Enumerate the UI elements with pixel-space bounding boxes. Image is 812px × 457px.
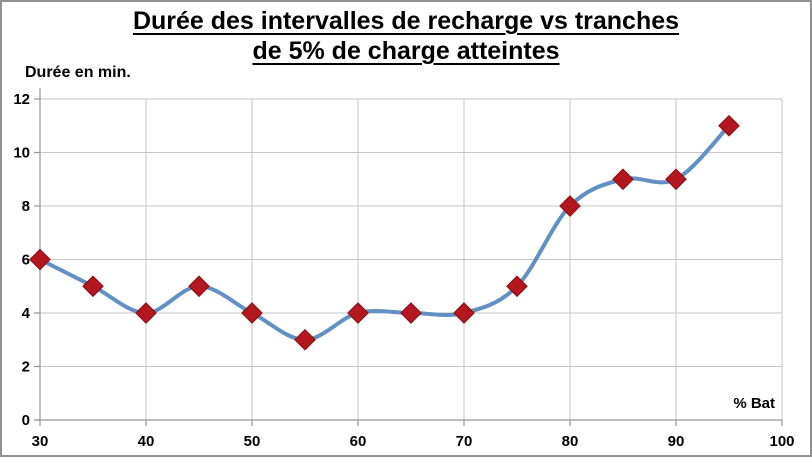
data-point-marker: [506, 275, 528, 298]
data-point-marker: [347, 302, 369, 324]
data-point-marker: [400, 302, 422, 324]
data-point-marker: [188, 275, 210, 298]
y-tick-label: 12: [13, 91, 30, 108]
data-point-marker: [29, 248, 51, 271]
y-tick-label: 4: [22, 305, 31, 322]
x-tick-label: 80: [562, 433, 579, 450]
data-point-marker: [82, 275, 104, 298]
y-tick-label: 6: [22, 252, 30, 269]
x-axis-label: % Bat: [733, 395, 775, 412]
x-tick-label: 60: [350, 433, 367, 450]
y-axis-label: Durée en min.: [25, 64, 131, 81]
chart-title: Durée des intervalles de recharge vs tra…: [2, 6, 810, 66]
data-point-marker: [241, 302, 263, 324]
data-point-marker: [612, 168, 634, 191]
y-tick-label: 10: [13, 145, 30, 162]
data-point-marker: [135, 302, 157, 324]
x-tick-label: 70: [456, 433, 473, 450]
y-tick-label: 8: [22, 198, 30, 215]
data-point-marker: [294, 328, 316, 351]
x-tick-label: 40: [138, 433, 155, 450]
data-point-marker: [453, 302, 475, 324]
chart-title-line1: Durée des intervalles de recharge vs tra…: [132, 7, 680, 35]
y-tick-label: 2: [22, 359, 30, 376]
data-point-marker: [665, 168, 687, 191]
data-point-marker: [559, 195, 581, 217]
x-tick-label: 30: [32, 433, 49, 450]
x-tick-label: 100: [769, 433, 794, 450]
chart-title-line2: de 5% de charge atteintes: [252, 37, 560, 65]
x-tick-label: 50: [244, 433, 261, 450]
x-tick-label: 90: [668, 433, 685, 450]
y-tick-label: 0: [22, 412, 30, 429]
data-point-marker: [718, 114, 740, 137]
